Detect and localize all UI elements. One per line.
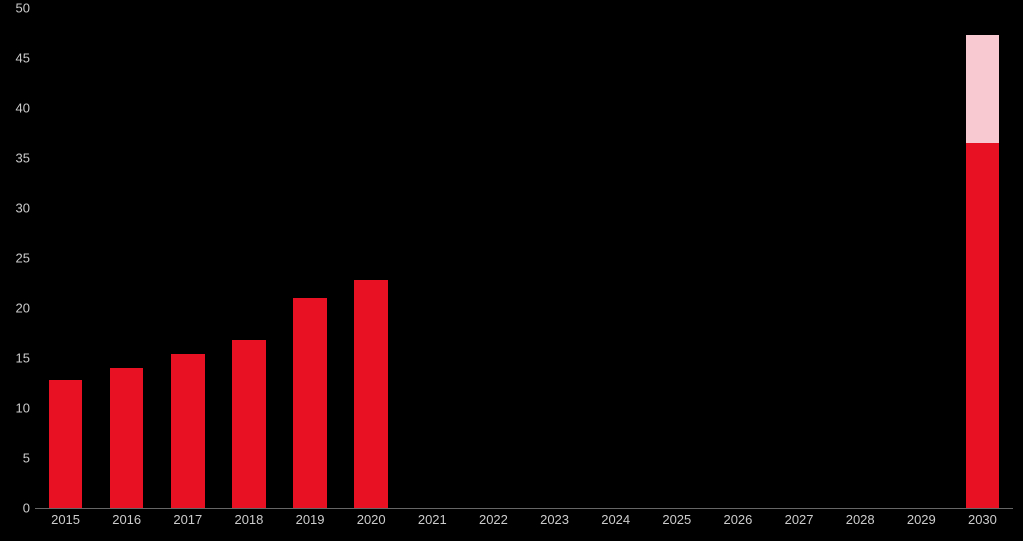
x-tick-label: 2024 [601, 512, 630, 527]
y-tick-label: 25 [2, 251, 30, 266]
y-tick-label: 20 [2, 301, 30, 316]
bar-segment-primary [110, 368, 144, 508]
bar-segment-primary [232, 340, 266, 508]
x-tick-label: 2017 [173, 512, 202, 527]
x-tick-label: 2019 [296, 512, 325, 527]
x-tick-label: 2028 [846, 512, 875, 527]
y-tick-label: 40 [2, 101, 30, 116]
x-tick-label: 2021 [418, 512, 447, 527]
x-tick-label: 2023 [540, 512, 569, 527]
y-tick-label: 30 [2, 201, 30, 216]
y-tick-label: 15 [2, 351, 30, 366]
x-tick-label: 2030 [968, 512, 997, 527]
bar-segment-primary [49, 380, 83, 508]
bar-segment-primary [354, 280, 388, 508]
bar-chart: 0510152025303540455020152016201720182019… [0, 0, 1023, 541]
x-tick-label: 2022 [479, 512, 508, 527]
x-tick-label: 2025 [662, 512, 691, 527]
y-tick-label: 35 [2, 151, 30, 166]
x-tick-label: 2016 [112, 512, 141, 527]
x-tick-label: 2015 [51, 512, 80, 527]
bar-segment-primary [171, 354, 205, 508]
bar-segment-primary [293, 298, 327, 508]
plot-area [35, 8, 1013, 509]
y-tick-label: 5 [2, 451, 30, 466]
x-tick-label: 2027 [785, 512, 814, 527]
x-tick-label: 2018 [234, 512, 263, 527]
bar-segment-secondary [966, 35, 1000, 143]
y-tick-label: 45 [2, 51, 30, 66]
x-tick-label: 2029 [907, 512, 936, 527]
y-tick-label: 50 [2, 1, 30, 16]
x-tick-label: 2020 [357, 512, 386, 527]
bar-segment-primary [966, 143, 1000, 508]
x-tick-label: 2026 [723, 512, 752, 527]
y-tick-label: 10 [2, 401, 30, 416]
y-tick-label: 0 [2, 501, 30, 516]
